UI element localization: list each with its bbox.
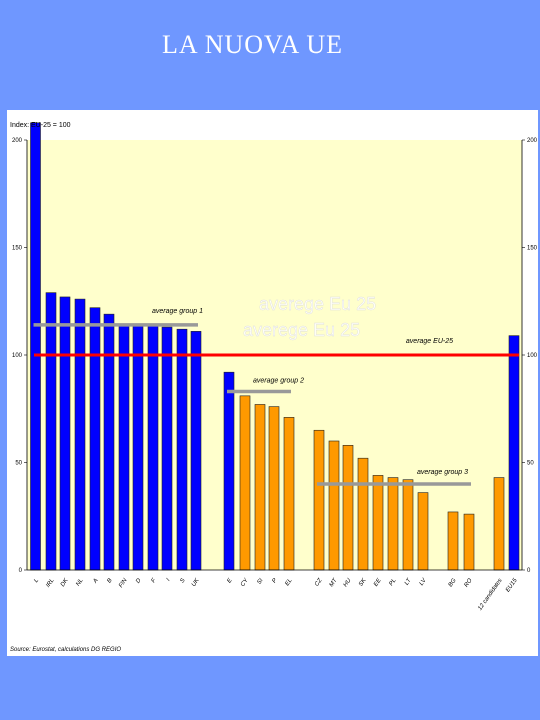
bar-lt <box>402 479 414 571</box>
bar-ro <box>463 513 475 571</box>
x-tick-label: EL <box>285 578 294 587</box>
bar-mt <box>328 440 340 571</box>
bar-cy <box>239 395 251 571</box>
bar-s <box>176 328 188 571</box>
bar-e <box>223 371 235 571</box>
bar-12-candidates <box>493 477 505 571</box>
x-tick-label: E <box>226 577 234 585</box>
bar-d <box>132 324 144 571</box>
bar-p <box>268 406 280 571</box>
bar-pl <box>387 477 399 571</box>
bar-ee <box>372 475 384 571</box>
bar-si <box>254 404 266 571</box>
x-tick-label: A <box>92 578 100 586</box>
x-tick-label: S <box>179 578 186 585</box>
bar-chart: average EU-25 average group 1 average grou… <box>10 122 538 653</box>
x-tick-label: EE <box>373 577 383 588</box>
y-tick-label-left: 50 <box>15 461 22 467</box>
x-tick-label: PL <box>389 578 398 587</box>
x-tick-label: F <box>151 577 158 584</box>
y-tick-label-left: 100 <box>12 353 23 359</box>
bar-b <box>103 313 115 571</box>
bar-nl <box>74 298 86 571</box>
x-tick-label: SI <box>256 577 264 585</box>
reference-line-label: average group 1 <box>152 308 203 315</box>
bar-dk <box>59 296 71 571</box>
bar-l <box>30 122 41 571</box>
bar-fin <box>118 324 130 571</box>
y-tick-label-right: 100 <box>527 353 538 359</box>
x-tick-label: FIN <box>118 577 129 589</box>
x-tick-label: BG <box>448 577 458 588</box>
reference-line-label: average group 3 <box>417 469 468 476</box>
bar-hu <box>342 444 354 571</box>
bar-bg <box>447 511 459 571</box>
y-tick-label-left: 150 <box>12 246 23 252</box>
x-tick-label: D <box>135 577 143 585</box>
slide-title: LA NUOVA UE <box>162 30 343 59</box>
x-tick-label: SK <box>358 577 368 588</box>
bar-a <box>89 307 101 571</box>
bar-i <box>161 326 173 571</box>
bar-f <box>147 324 159 571</box>
x-tick-label: LV <box>419 577 429 587</box>
reference-lines-layer: average EU-25 average group 1 average grou… <box>33 294 519 486</box>
x-tick-label: L <box>33 578 40 584</box>
x-tick-label: P <box>271 578 278 585</box>
bar-uk <box>190 331 202 571</box>
reference-line-label: average EU-25 <box>406 338 453 345</box>
x-tick-label: 12 candidates <box>477 578 503 612</box>
bar-eu15 <box>508 335 520 571</box>
y-tick-label-right: 0 <box>527 568 531 574</box>
y-tick-label-right: 50 <box>527 461 534 467</box>
bar-irl <box>45 292 57 571</box>
x-tick-label: B <box>106 578 113 585</box>
x-tick-label: HU <box>343 577 353 588</box>
y-tick-label-right: 150 <box>527 246 538 252</box>
x-tick-label: CZ <box>314 577 324 587</box>
y-tick-label-right: 200 <box>527 138 538 144</box>
bar-el <box>283 417 295 571</box>
bar-sk <box>357 457 369 571</box>
reference-line-label: average group 2 <box>253 378 304 385</box>
bar-cz <box>313 429 325 571</box>
source-note: Source: Eurostat, calculations DG REGIO <box>10 647 121 653</box>
x-tick-label: I <box>166 577 172 582</box>
overlay-text: averege Eu 25 <box>259 294 376 314</box>
x-tick-label: UK <box>191 577 201 588</box>
y-tick-label-left: 200 <box>12 138 23 144</box>
x-tick-label: EU15 <box>505 577 519 593</box>
labels-layer: L IRL DK NL A B FIN D F I S UK E CY SI P EL CZ MT HU SK EE PL L… <box>33 577 519 612</box>
y-axis-title: Index: EU-25 = 100 <box>10 122 71 129</box>
bar-lv <box>417 492 429 571</box>
y-tick-label-left: 0 <box>19 568 23 574</box>
chart-panel: average EU-25 average group 1 average grou… <box>7 110 538 656</box>
x-tick-label: CY <box>240 577 250 588</box>
axes-layer: 0 0 50 50 100 100 150 150 200 200 <box>12 138 538 574</box>
x-tick-label: LT <box>404 577 413 587</box>
x-tick-label: NL <box>75 578 84 588</box>
x-tick-label: IRL <box>45 578 55 589</box>
x-tick-label: DK <box>60 577 70 588</box>
overlay-text: averege Eu 25 <box>243 320 360 340</box>
x-tick-label: RO <box>464 577 474 588</box>
x-tick-label: MT <box>329 577 340 589</box>
